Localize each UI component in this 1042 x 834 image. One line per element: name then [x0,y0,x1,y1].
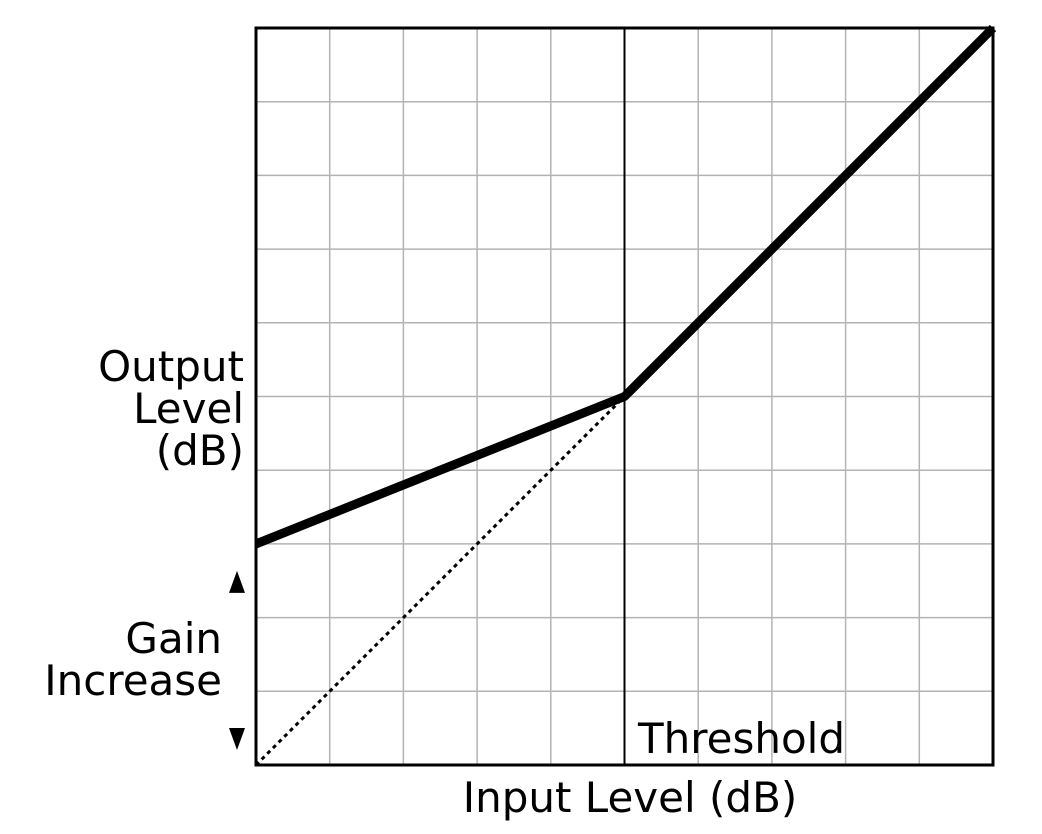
y-axis-label-line-1: Output [98,342,244,391]
arrow-down-icon [229,728,245,750]
plot-frame [254,26,995,767]
series-solid-line [254,24,997,549]
series-dotted-line [254,395,626,767]
arrow-up-icon [229,570,245,593]
y-axis-label-line-3: (dB) [156,426,244,475]
gain-increase-label-line-2: Increase [44,656,222,705]
x-axis-label: Input Level (dB) [463,773,798,822]
threshold-label: Threshold [637,714,845,763]
gain-increase-label-line-1: Gain [125,614,222,663]
y-axis-label-line-2: Level [133,384,244,433]
